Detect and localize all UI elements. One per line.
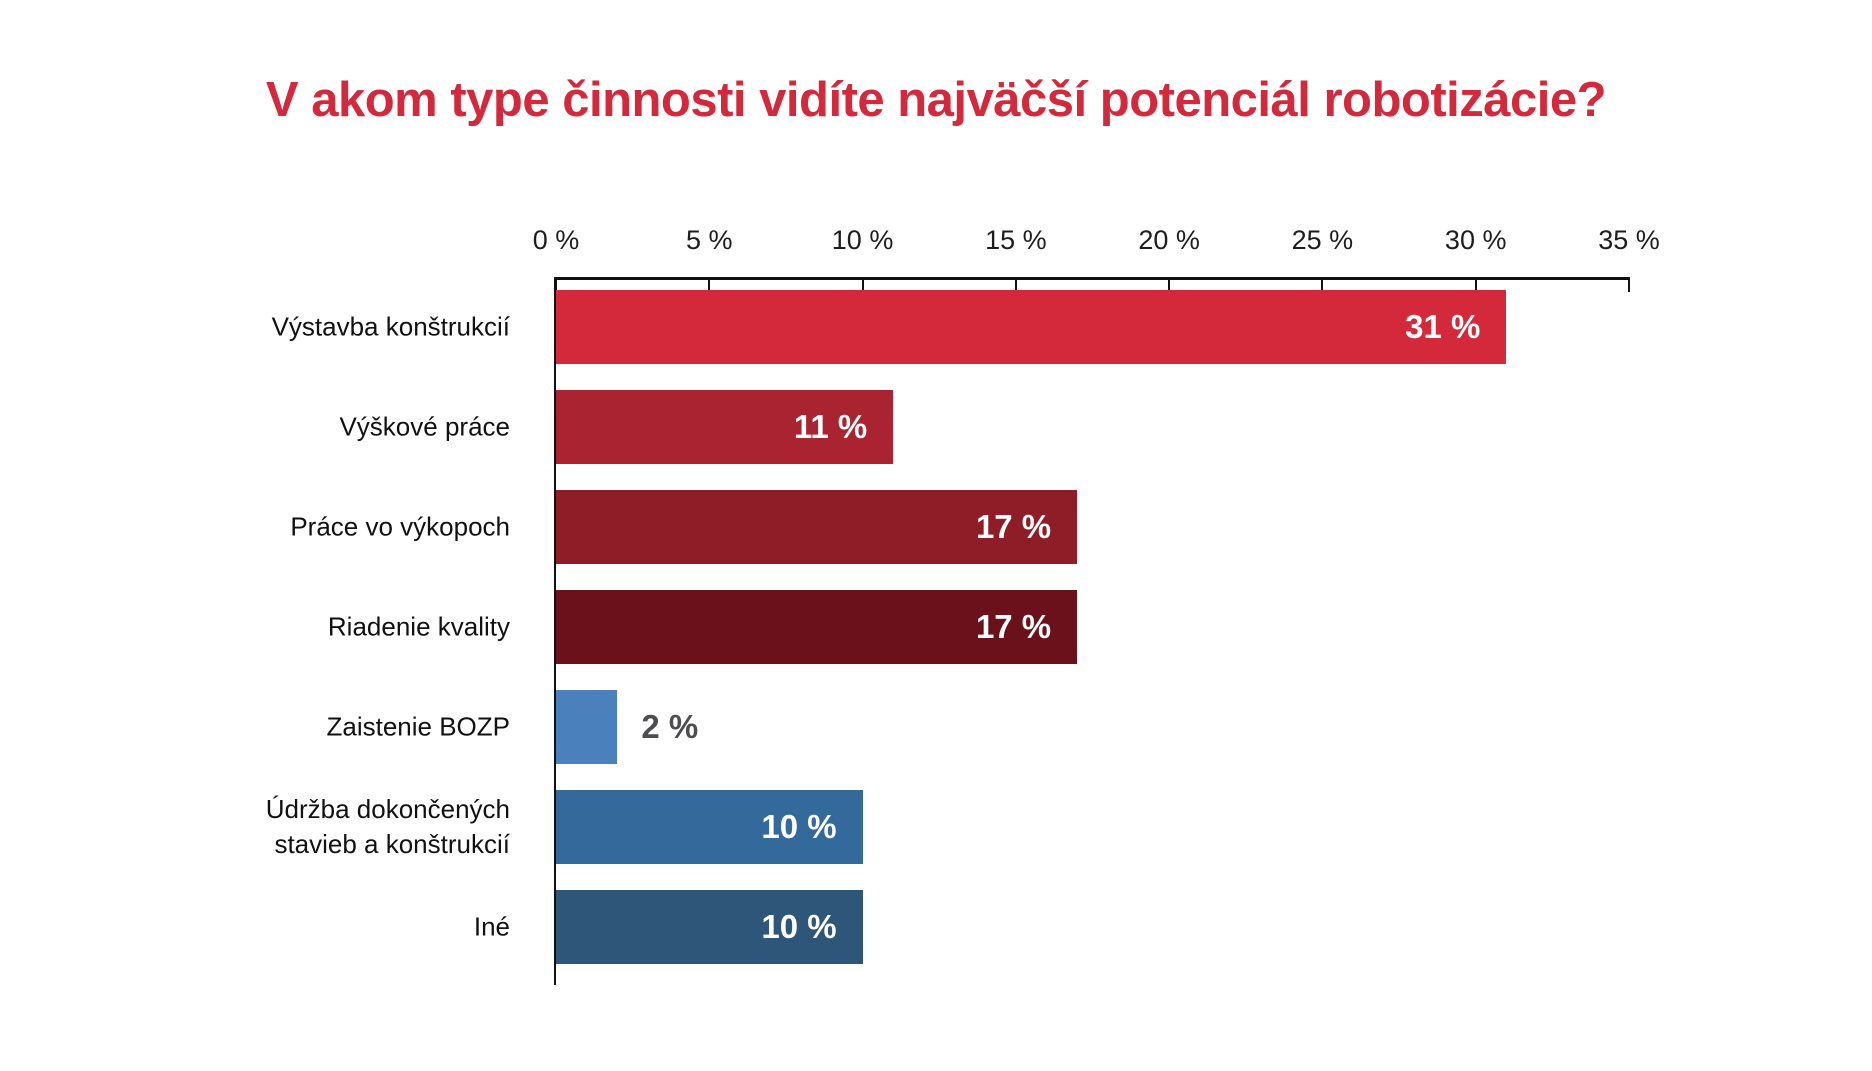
bar-6: 10 % — [556, 790, 863, 864]
category-label: Riadenie kvality — [327, 611, 510, 642]
bar-chart-plot-area: 0 % 5 % 10 % 15 % 20 % 25 % 30 % 35 % 31 % Výsta… — [266, 225, 1660, 985]
x-tick-label: 0 % — [532, 225, 580, 255]
bar-3: 17 % — [556, 490, 1078, 564]
x-tick-label: 5 % — [686, 225, 733, 255]
category-label: Výškové práce — [339, 411, 510, 442]
bar-value-label: 17 % — [975, 608, 1052, 645]
x-tick-mark — [1628, 277, 1630, 292]
y-axis-line — [554, 277, 556, 985]
category-label: Práce vo výkopoch — [290, 511, 510, 542]
bar-4: 17 % — [556, 590, 1078, 664]
x-tick-mark — [1014, 277, 1017, 292]
x-tick-mark — [555, 277, 557, 292]
x-tick-label: 35 % — [1598, 225, 1660, 255]
bar-7: 10 % — [556, 890, 863, 964]
x-tick-mark — [1474, 277, 1477, 292]
x-tick-label: 25 % — [1291, 225, 1354, 255]
chart-title: V akom type činnosti vidíte najväčší pot… — [265, 73, 1607, 127]
bar-value-label: 31 % — [1405, 308, 1481, 345]
bar-value-label: 10 % — [761, 908, 837, 945]
x-tick-label: 15 % — [985, 225, 1047, 255]
bar-value-label: 11 % — [793, 408, 868, 445]
bar-value-label: 2 % — [641, 708, 699, 745]
category-label: Zaistenie BOZP — [326, 711, 510, 742]
x-tick-mark — [708, 277, 711, 292]
bar-5 — [556, 690, 618, 764]
bar-1: 31 % — [556, 290, 1507, 364]
category-label: Údržba dokončených stavieb a konštrukcií — [265, 793, 510, 859]
x-tick-label: 20 % — [1138, 225, 1200, 255]
bar-value-label: 17 % — [975, 508, 1052, 545]
category-label: Výstavba konštrukcií — [271, 311, 510, 342]
x-tick-mark — [1168, 277, 1171, 292]
x-tick-label: 10 % — [831, 225, 894, 255]
x-axis-line — [556, 277, 1629, 280]
bar-2: 11 % — [556, 390, 894, 464]
x-tick-mark — [1321, 277, 1324, 292]
x-tick-mark — [861, 277, 864, 292]
x-tick-label: 30 % — [1444, 225, 1507, 255]
bar-value-label: 10 % — [761, 808, 837, 845]
category-label: Iné — [473, 911, 510, 942]
